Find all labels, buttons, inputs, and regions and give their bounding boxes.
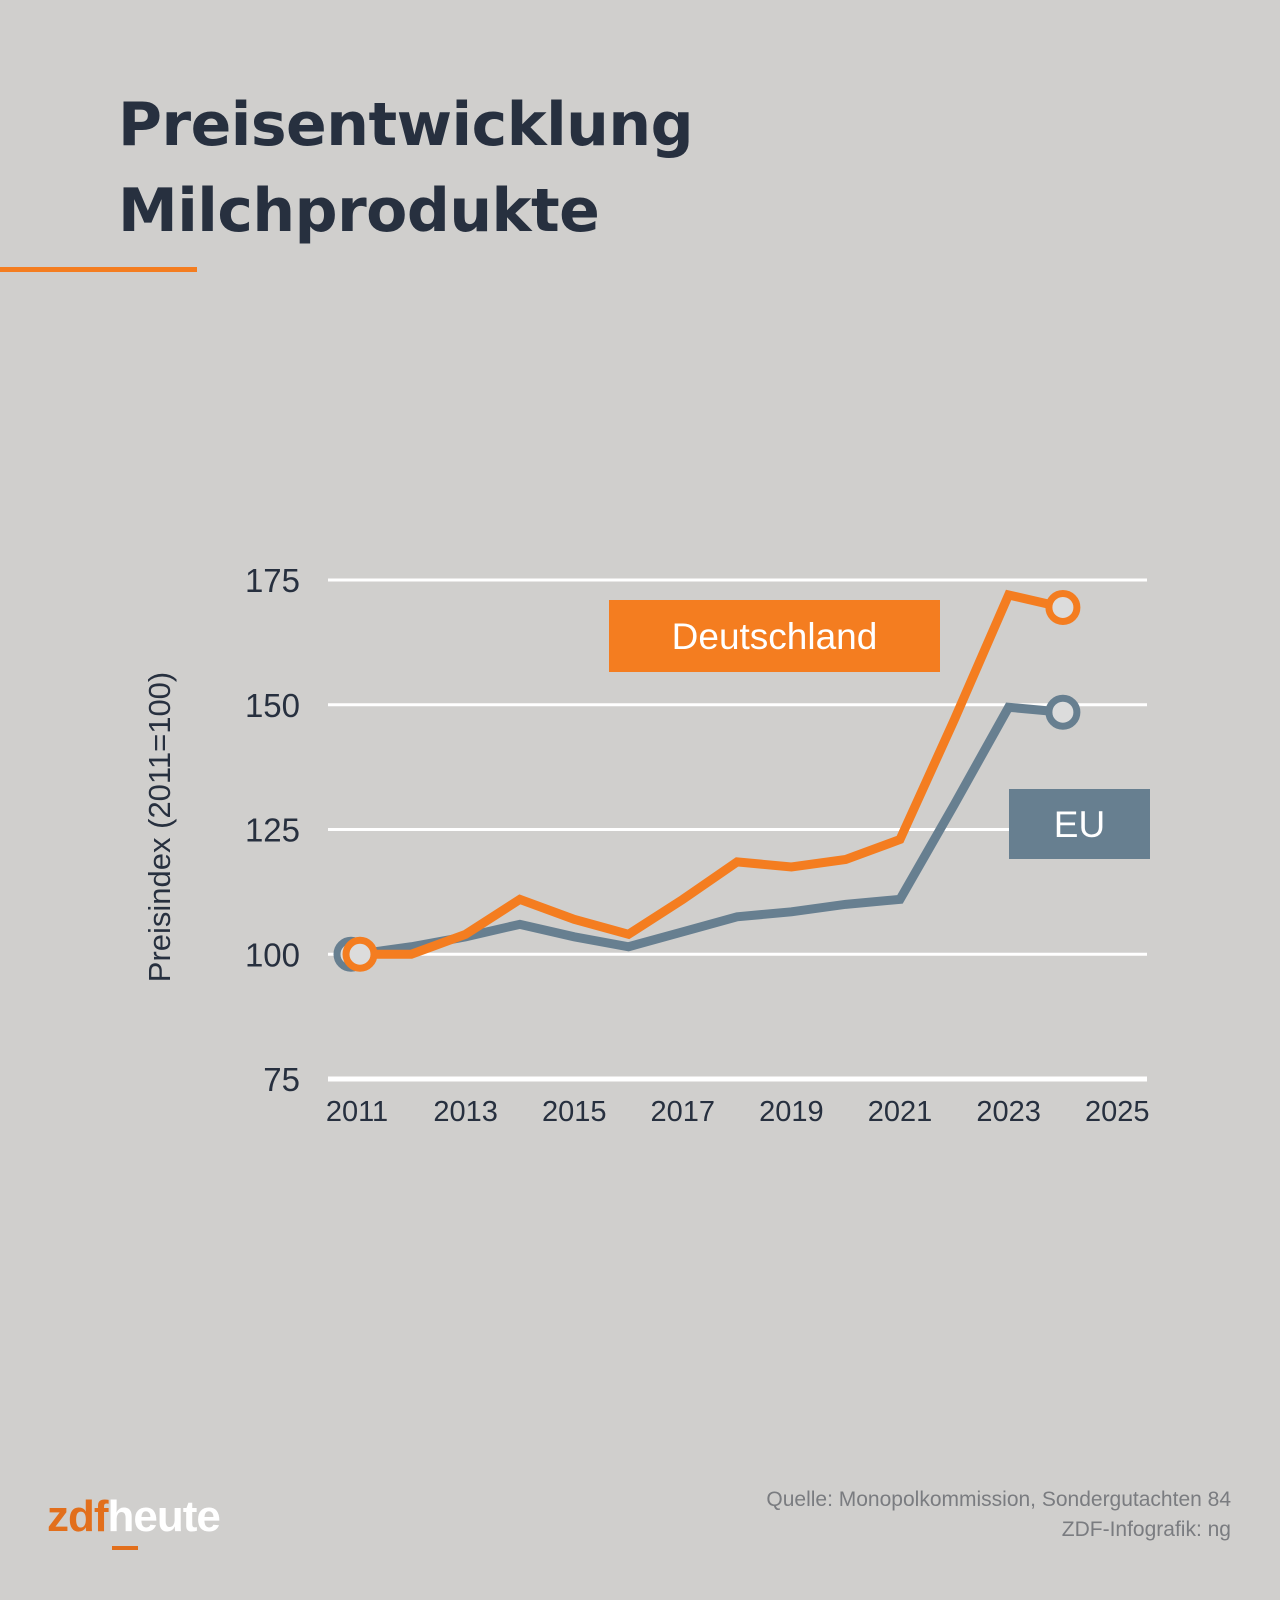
series-line-eu bbox=[356, 702, 1064, 959]
y-tick-label: 125 bbox=[245, 812, 300, 849]
credit-text: ZDF-Infografik: ng bbox=[1061, 1518, 1231, 1541]
page-title: Preisentwicklung Milchprodukte bbox=[118, 82, 694, 254]
zdfheute-logo: zdfheute bbox=[47, 1492, 221, 1550]
x-tick-label: 2011 bbox=[326, 1096, 388, 1128]
title-accent-line bbox=[0, 267, 197, 272]
x-tick-label: 2023 bbox=[976, 1096, 1041, 1128]
x-tick-label: 2025 bbox=[1085, 1096, 1150, 1128]
series-label-box-deutschland bbox=[609, 600, 940, 672]
series-label-deutschland: Deutschland bbox=[672, 616, 878, 657]
source-text: Quelle: Monopolkommission, Sondergutacht… bbox=[766, 1488, 1231, 1511]
y-tick-label: 150 bbox=[245, 687, 300, 724]
end-marker-eu bbox=[1045, 694, 1081, 730]
x-tick-label: 2013 bbox=[433, 1096, 498, 1128]
logo-zdf: zdf bbox=[47, 1492, 109, 1541]
end-marker-deutschland bbox=[1045, 589, 1081, 625]
x-tick-label: 2019 bbox=[759, 1096, 824, 1128]
y-axis-title: Preisindex (2011=100) bbox=[142, 672, 177, 982]
footer-source: Quelle: Monopolkommission, Sondergutacht… bbox=[766, 1485, 1231, 1545]
title-line-1: Preisentwicklung bbox=[118, 90, 694, 160]
series-label-eu: EU bbox=[1054, 804, 1105, 845]
y-tick-label: 100 bbox=[245, 936, 300, 973]
logo-heute: heute bbox=[107, 1492, 221, 1541]
start-marker-deutschland bbox=[342, 936, 378, 972]
series-line-deutschland bbox=[357, 589, 1064, 959]
title-line-2: Milchprodukte bbox=[118, 176, 600, 246]
logo-underscore bbox=[111, 1546, 138, 1550]
x-tick-label: 2017 bbox=[651, 1096, 716, 1128]
y-tick-label: 175 bbox=[245, 562, 300, 599]
x-tick-label: 2021 bbox=[868, 1096, 933, 1128]
series-label-box-eu bbox=[1009, 789, 1150, 859]
y-tick-label: 75 bbox=[263, 1061, 300, 1098]
x-tick-label: 2015 bbox=[542, 1096, 607, 1128]
